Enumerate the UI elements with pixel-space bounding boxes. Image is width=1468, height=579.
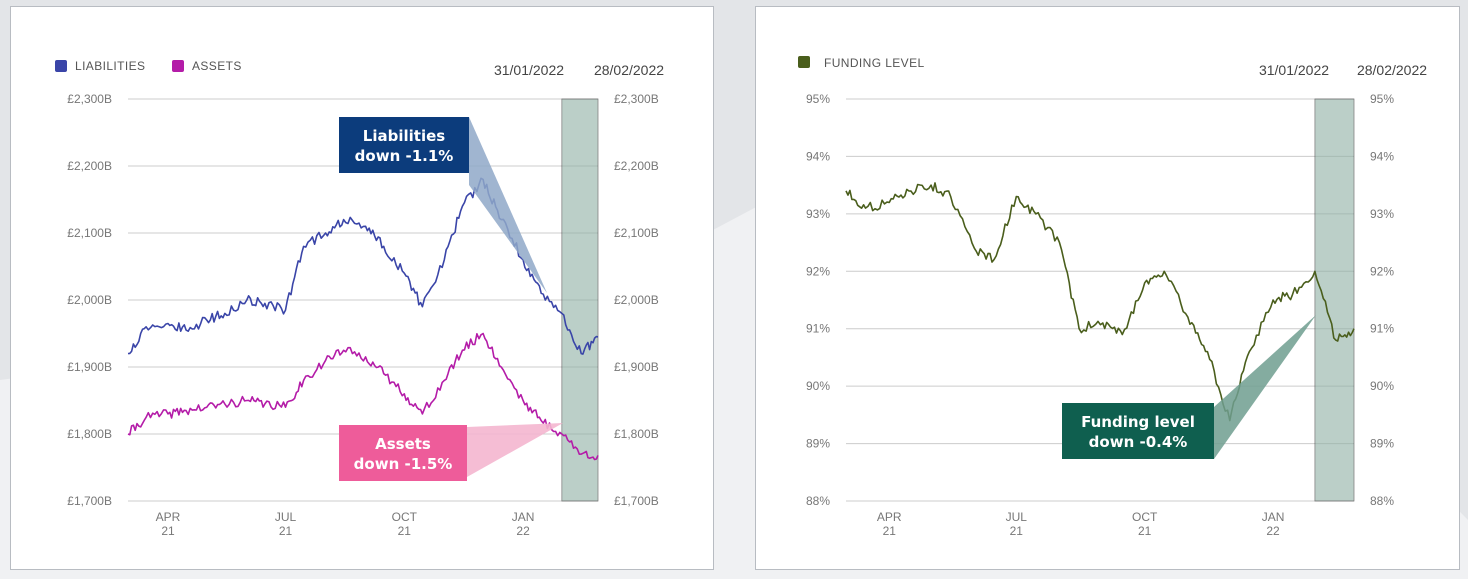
x-tick-year: 21: [1010, 524, 1024, 538]
y-tick-label: 91%: [1370, 322, 1394, 336]
x-tick-month: JUL: [1006, 510, 1028, 524]
callout-liabilities-line2: down -1.1%: [355, 147, 454, 165]
callout-liabilities-box: [339, 117, 469, 173]
y-tick-label: 88%: [1370, 494, 1394, 508]
callout-assets-line1: Assets: [375, 435, 431, 453]
legend-swatch-funding-level: [798, 56, 810, 68]
highlight-end-date: 28/02/2022: [594, 62, 664, 78]
legend: LIABILITIES ASSETS: [55, 59, 242, 73]
x-tick-month: APR: [877, 510, 902, 524]
x-tick-month: APR: [156, 510, 181, 524]
x-tick-month: OCT: [1132, 510, 1158, 524]
y-tick-label: £1,800B: [614, 427, 659, 441]
y-tick-label: 93%: [1370, 207, 1394, 221]
y-tick-label: £2,300B: [67, 92, 112, 106]
funding-level-chart-panel: 88% 89% 90% 91% 92% 93% 94% 95% 88% 89% 90% 91% 92%…: [755, 6, 1460, 570]
series-line-assets: [127, 332, 599, 461]
y-tick-label: 90%: [1370, 379, 1394, 393]
y-tick-label: £1,800B: [67, 427, 112, 441]
legend-label-funding-level: FUNDING LEVEL: [824, 56, 925, 70]
funding-level-chart: 88% 89% 90% 91% 92% 93% 94% 95% 88% 89% 90% 91% 92%…: [798, 56, 1427, 538]
callout-assets-pointer: [467, 423, 563, 477]
y-tick-label: 93%: [806, 207, 830, 221]
legend-swatch-liabilities: [55, 60, 67, 72]
y-axis-right: 88% 89% 90% 91% 92% 93% 94% 95%: [1370, 92, 1394, 508]
y-tick-label: 92%: [1370, 264, 1394, 278]
y-tick-label: £1,700B: [614, 494, 659, 508]
y-tick-label: 94%: [1370, 149, 1394, 163]
y-tick-label: £1,700B: [67, 494, 112, 508]
callout-funding: Funding level down -0.4%: [1062, 315, 1316, 459]
series-line-liabilities: [127, 177, 599, 355]
x-tick-month: JUL: [275, 510, 297, 524]
callout-liabilities: Liabilities down -1.1%: [339, 117, 547, 293]
x-tick-year: 22: [516, 524, 530, 538]
callout-funding-line1: Funding level: [1081, 413, 1195, 431]
legend-swatch-assets: [172, 60, 184, 72]
y-tick-label: 92%: [806, 264, 830, 278]
y-tick-label: 91%: [806, 322, 830, 336]
y-tick-label: 90%: [806, 379, 830, 393]
callout-assets-line2: down -1.5%: [354, 455, 453, 473]
callout-funding-line2: down -0.4%: [1089, 433, 1188, 451]
callout-assets: Assets down -1.5%: [339, 423, 563, 481]
highlight-start-date: 31/01/2022: [1259, 62, 1329, 78]
y-tick-label: £2,100B: [67, 226, 112, 240]
y-tick-label: £1,900B: [67, 360, 112, 374]
y-tick-label: 95%: [806, 92, 830, 106]
callout-funding-pointer: [1214, 315, 1316, 459]
y-tick-label: 94%: [806, 149, 830, 163]
y-tick-label: 89%: [1370, 437, 1394, 451]
legend: FUNDING LEVEL: [798, 56, 925, 70]
callout-funding-box: [1062, 403, 1214, 459]
highlight-end-date: 28/02/2022: [1357, 62, 1427, 78]
x-tick-year: 21: [1138, 524, 1152, 538]
y-tick-label: 89%: [806, 437, 830, 451]
x-tick-year: 21: [883, 524, 897, 538]
y-tick-label: £2,200B: [67, 159, 112, 173]
legend-label-liabilities: LIABILITIES: [75, 59, 145, 73]
callout-assets-box: [339, 425, 467, 481]
series-line-funding-level: [845, 182, 1355, 422]
y-tick-label: £1,900B: [614, 360, 659, 374]
series-lines: [845, 182, 1355, 422]
callout-liabilities-pointer: [469, 117, 547, 293]
liabilities-assets-chart-panel: £1,700B £1,800B £1,900B £2,000B £2,100B £2,20…: [10, 6, 714, 570]
y-tick-label: £2,000B: [67, 293, 112, 307]
y-tick-label: £2,300B: [614, 92, 659, 106]
y-tick-label: £2,200B: [614, 159, 659, 173]
highlight-start-date: 31/01/2022: [494, 62, 564, 78]
series-lines: [127, 177, 599, 461]
x-tick-year: 22: [1266, 524, 1280, 538]
y-tick-label: £2,000B: [614, 293, 659, 307]
x-tick-year: 21: [398, 524, 412, 538]
y-tick-label: 95%: [1370, 92, 1394, 106]
y-axis-left: 88% 89% 90% 91% 92% 93% 94% 95%: [806, 92, 830, 508]
y-tick-label: 88%: [806, 494, 830, 508]
liabilities-assets-chart: £1,700B £1,800B £1,900B £2,000B £2,100B £2,20…: [55, 59, 664, 538]
x-tick-month: JAN: [512, 510, 535, 524]
x-tick-year: 21: [161, 524, 175, 538]
highlight-period: [561, 98, 599, 502]
callout-liabilities-line1: Liabilities: [363, 127, 445, 145]
x-tick-month: OCT: [392, 510, 418, 524]
highlight-period: [1314, 98, 1355, 502]
x-tick-year: 21: [279, 524, 293, 538]
grid-lines: [846, 98, 1354, 502]
y-axis-left: £1,700B £1,800B £1,900B £2,000B £2,100B £2,20…: [67, 92, 112, 508]
y-tick-label: £2,100B: [614, 226, 659, 240]
y-axis-right: £1,700B £1,800B £1,900B £2,000B £2,100B £2,20…: [614, 92, 659, 508]
legend-label-assets: ASSETS: [192, 59, 242, 73]
x-tick-month: JAN: [1262, 510, 1285, 524]
